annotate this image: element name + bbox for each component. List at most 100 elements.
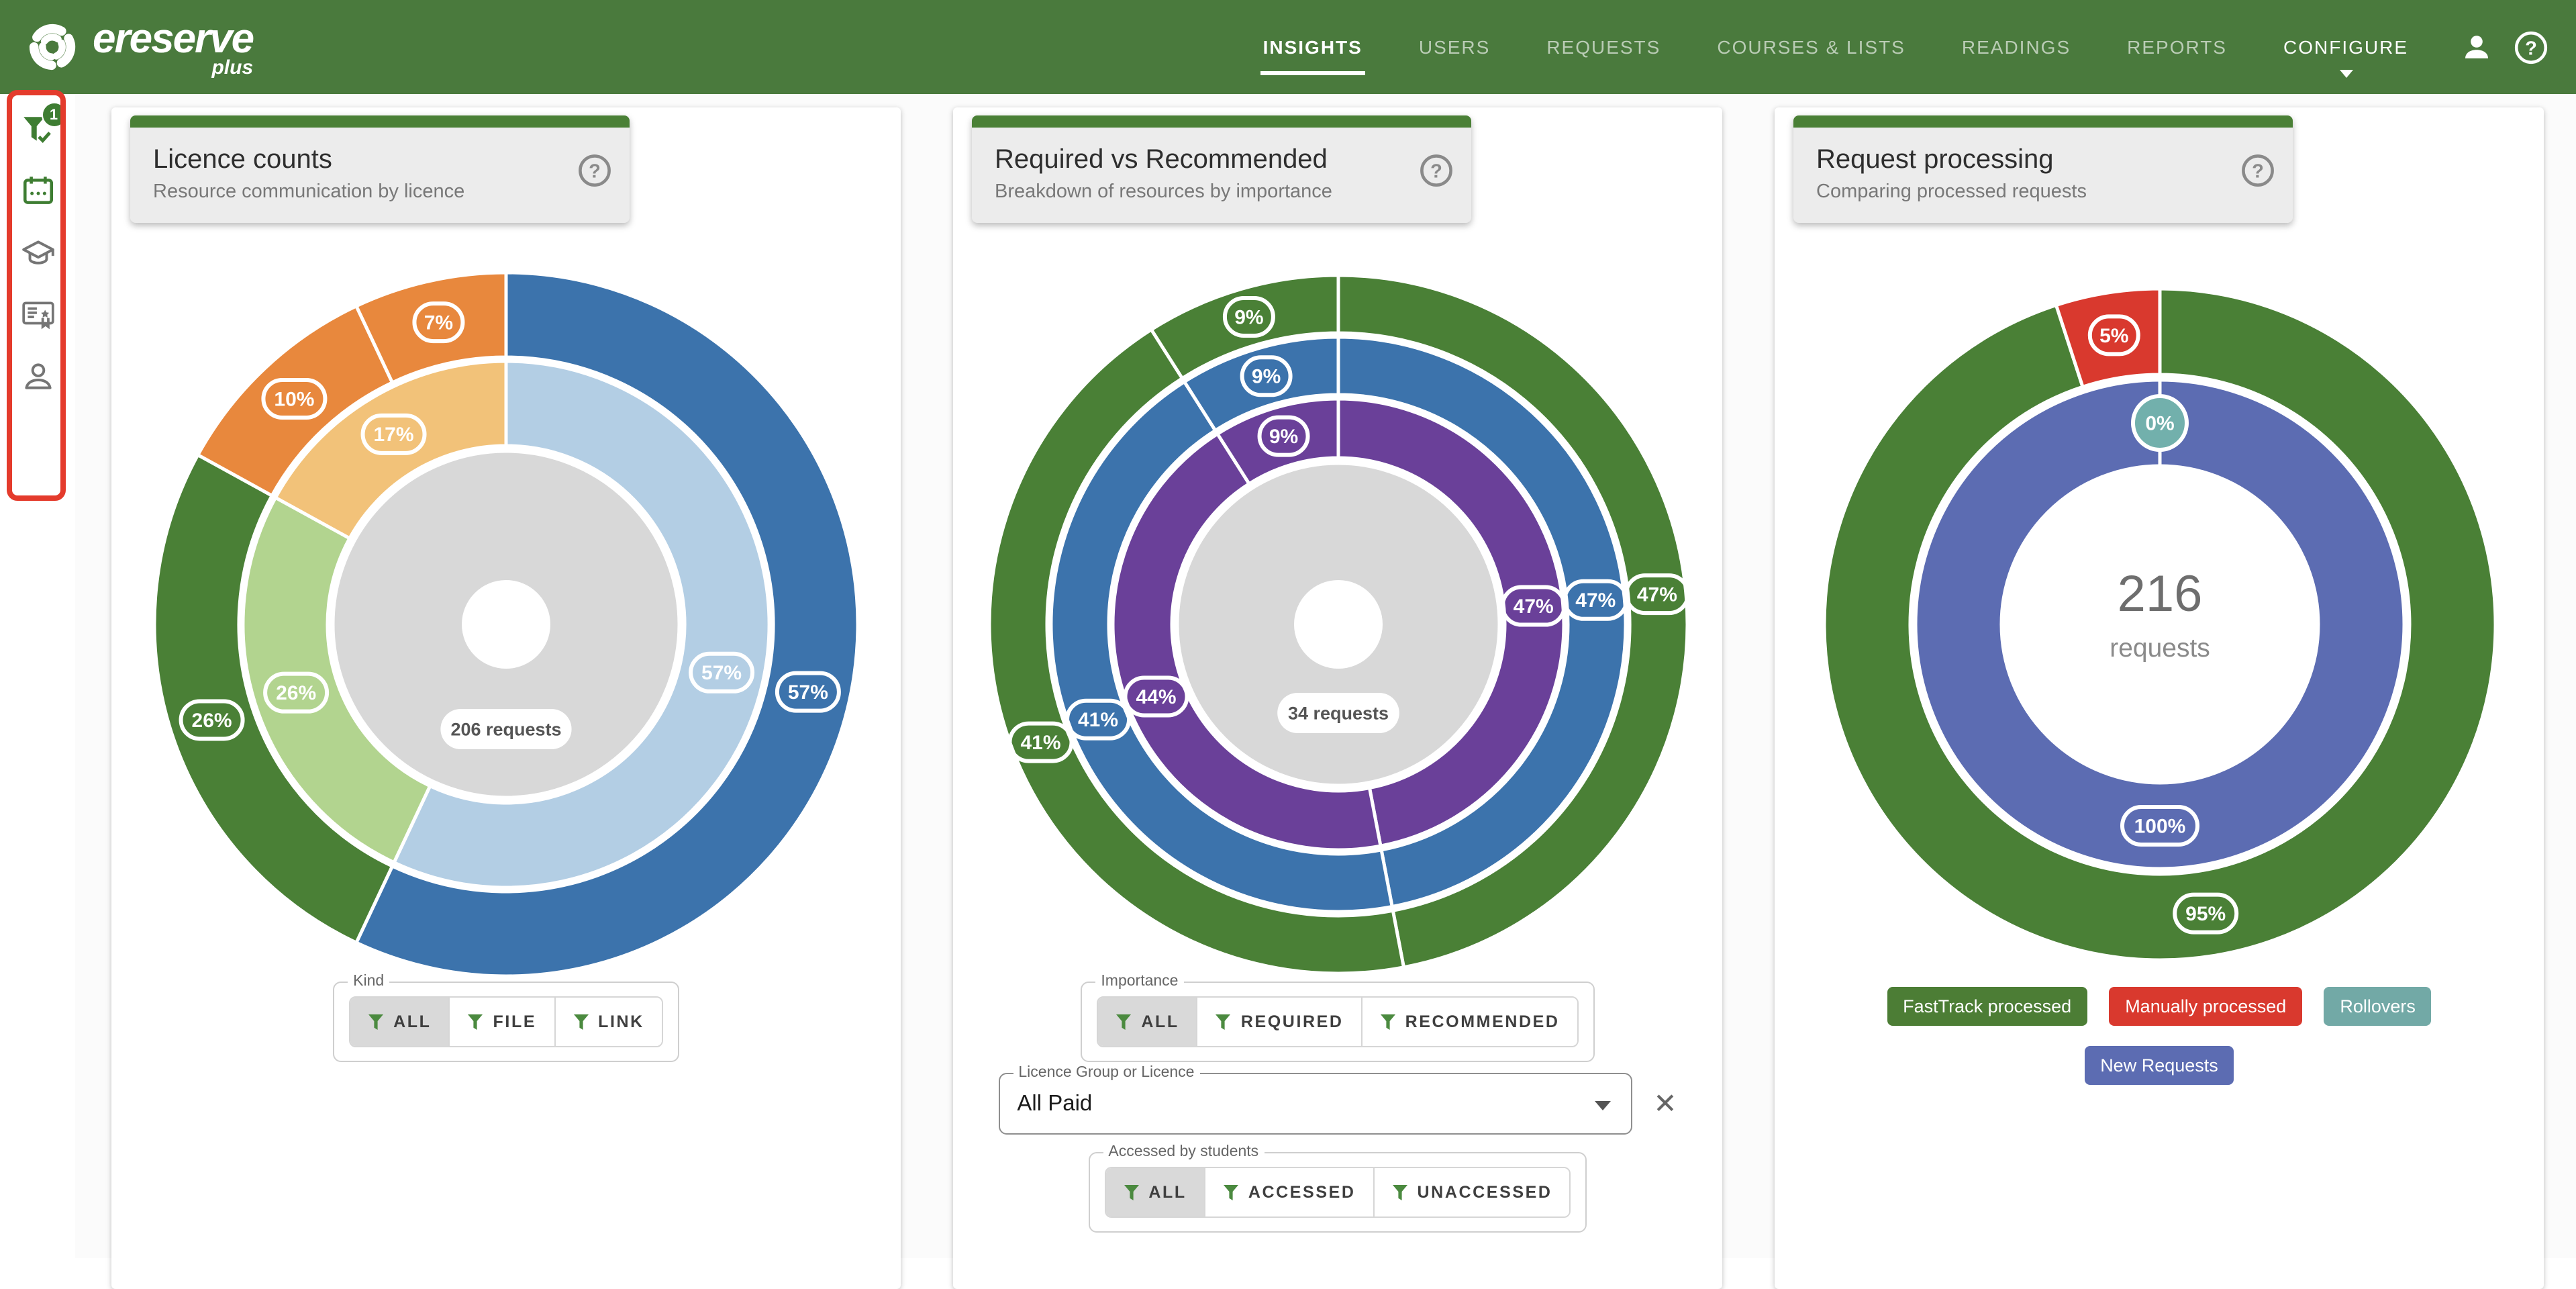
chart-value-pill: [261, 377, 328, 420]
sidebar-courses-button[interactable]: [19, 235, 56, 271]
top-navigation-bar: ereserve plus INSIGHTS USERS REQUESTS CO…: [0, 0, 2576, 94]
card-header: Licence counts Resource communication by…: [130, 115, 630, 223]
processed-ring-segment[interactable]: [1822, 287, 2497, 962]
importance-outer-ring-segment[interactable]: [1336, 273, 1689, 969]
accessed-all-label: ALL: [1148, 1183, 1187, 1202]
sidebar-filter-button[interactable]: 1: [19, 102, 66, 148]
help-button[interactable]: ?: [2504, 0, 2557, 94]
importance-recommended-label: RECOMMENDED: [1405, 1012, 1560, 1031]
importance-outer-ring-segment[interactable]: [1148, 273, 1340, 381]
chart-value-label: 26%: [192, 710, 232, 732]
svg-text:?: ?: [1430, 160, 1442, 182]
filter-funnel-icon: [1380, 1014, 1395, 1029]
chart-total-value: 216: [2117, 565, 2202, 622]
sidebar-calendar-button[interactable]: [19, 173, 56, 209]
licence-inner-ring-segment[interactable]: [241, 495, 432, 865]
top-icon-group: ?: [2450, 0, 2557, 94]
request-processing-donut[interactable]: 216 requests 100% 0% 95% 5%: [1783, 267, 2535, 982]
brand-suffix: plus: [211, 56, 254, 79]
svg-text:?: ?: [2524, 37, 2536, 58]
card-accent-bar: [130, 115, 630, 128]
accessed-unaccessed-label: UNACCESSED: [1417, 1183, 1552, 1202]
importance-middle-ring-segment[interactable]: [1336, 335, 1627, 908]
licence-inner-ring-segment[interactable]: [392, 359, 771, 890]
nav-insights[interactable]: INSIGHTS: [1235, 0, 1391, 94]
accessed-unaccessed-button[interactable]: UNACCESSED: [1373, 1168, 1570, 1216]
nav-users[interactable]: USERS: [1418, 36, 1491, 58]
chart-value-pill: [1623, 573, 1689, 616]
licence-counts-donut[interactable]: 206 requests 57% 26% 17% 57% 26% 10% 7%: [130, 267, 882, 982]
kind-file-button[interactable]: FILE: [448, 998, 554, 1046]
importance-middle-ring-segment[interactable]: [1182, 335, 1340, 432]
licence-outer-ring-segment[interactable]: [354, 271, 508, 385]
accessed-all-button[interactable]: ALL: [1105, 1168, 1204, 1216]
ereserve-logo[interactable]: ereserve plus: [24, 14, 254, 79]
nav-reports[interactable]: REPORTS: [2127, 36, 2227, 58]
legend-chip-rollovers[interactable]: Rollovers: [2324, 987, 2432, 1026]
kind-filter-label: Kind: [348, 972, 390, 992]
legend-chip-fasttrack[interactable]: FastTrack processed: [1887, 987, 2088, 1026]
importance-filter-group: Importance ALL REQUIRED: [1081, 972, 1595, 1062]
sidebar-licences-button[interactable]: [19, 297, 56, 333]
nav-requests[interactable]: REQUESTS: [1546, 36, 1661, 58]
brand-name: ereserve: [93, 14, 254, 61]
licence-certificate-icon: [21, 301, 54, 330]
card-help-icon[interactable]: ?: [2240, 153, 2275, 188]
chart-value-label: 44%: [1135, 686, 1175, 708]
chart-value-label: 47%: [1575, 589, 1615, 612]
accessed-filter-label: Accessed by students: [1103, 1143, 1265, 1163]
new-requests-ring-segment[interactable]: [1915, 380, 2404, 869]
left-sidebar: 1: [0, 94, 75, 1258]
nav-courses-lists[interactable]: COURSES & LISTS: [1717, 36, 1905, 58]
card-help-icon[interactable]: ?: [577, 153, 612, 188]
legend-chip-manual[interactable]: Manually processed: [2109, 987, 2303, 1026]
importance-required-button[interactable]: REQUIRED: [1196, 998, 1361, 1046]
importance-inner-ring-segment[interactable]: [1215, 397, 1340, 486]
importance-recommended-button[interactable]: RECOMMENDED: [1360, 998, 1577, 1046]
svg-text:?: ?: [2252, 160, 2264, 182]
card-header: Request processing Comparing processed r…: [1793, 115, 2293, 223]
dashboard-main: Licence counts Resource communication by…: [75, 94, 2576, 1289]
filter-funnel-icon: [573, 1014, 589, 1029]
account-button[interactable]: [2450, 0, 2504, 94]
licence-outer-ring-segment[interactable]: [152, 453, 395, 945]
importance-all-button[interactable]: ALL: [1098, 998, 1197, 1046]
kind-all-button[interactable]: ALL: [350, 998, 449, 1046]
nav-readings[interactable]: READINGS: [1961, 36, 2071, 58]
clear-filter-icon[interactable]: ✕: [1653, 1088, 1677, 1119]
chart-value-label: 10%: [274, 388, 314, 410]
card-title: Request processing: [1816, 145, 2054, 175]
filter-funnel-icon: [1124, 1184, 1139, 1200]
chart-value-pill: [2172, 892, 2238, 935]
filter-funnel-icon: [468, 1014, 483, 1029]
legend-chip-new-requests[interactable]: New Requests: [2084, 1046, 2234, 1085]
licence-group-label: Licence Group or Licence: [1013, 1063, 1200, 1084]
chart-value-pill: [360, 413, 427, 455]
card-accent-bar: [972, 115, 1471, 128]
chart-center-hole: [1293, 580, 1382, 669]
accessed-accessed-button[interactable]: ACCESSED: [1203, 1168, 1373, 1216]
card-help-icon[interactable]: ?: [1419, 153, 1454, 188]
chart-value-label: 9%: [1251, 366, 1280, 388]
required-vs-recommended-card: Required vs Recommended Breakdown of res…: [953, 107, 1722, 1289]
filter-badge: 1: [41, 102, 66, 128]
sidebar-users-button[interactable]: [19, 359, 56, 395]
chart-value-pill: [2120, 805, 2199, 847]
nav-configure[interactable]: CONFIGURE: [2255, 0, 2436, 94]
licence-outer-ring-segment[interactable]: [354, 271, 860, 978]
licence-group-select[interactable]: Licence Group or Licence All Paid: [998, 1063, 1632, 1135]
chart-total-label: 34 requests: [1287, 704, 1388, 724]
required-vs-recommended-donut[interactable]: 34 requests 47% 44% 9% 47% 41% 9% 47% 41% 9%: [962, 267, 1714, 982]
help-icon: ?: [2514, 30, 2547, 64]
chart-value-pill: [1007, 721, 1073, 763]
processed-ring-segment[interactable]: [2054, 287, 2161, 389]
importance-inner-ring-segment[interactable]: [1336, 397, 1565, 848]
licence-inner-ring-segment[interactable]: [273, 359, 508, 540]
importance-inner-ring-segment[interactable]: [1110, 432, 1382, 852]
kind-link-button[interactable]: LINK: [554, 998, 662, 1046]
importance-middle-ring-segment[interactable]: [1048, 380, 1393, 914]
card-subtitle: Breakdown of resources by importance: [995, 181, 1332, 203]
importance-outer-ring-segment[interactable]: [987, 328, 1405, 975]
chart-value-pill: [1222, 295, 1275, 338]
chart-value-pill: [1256, 415, 1309, 457]
